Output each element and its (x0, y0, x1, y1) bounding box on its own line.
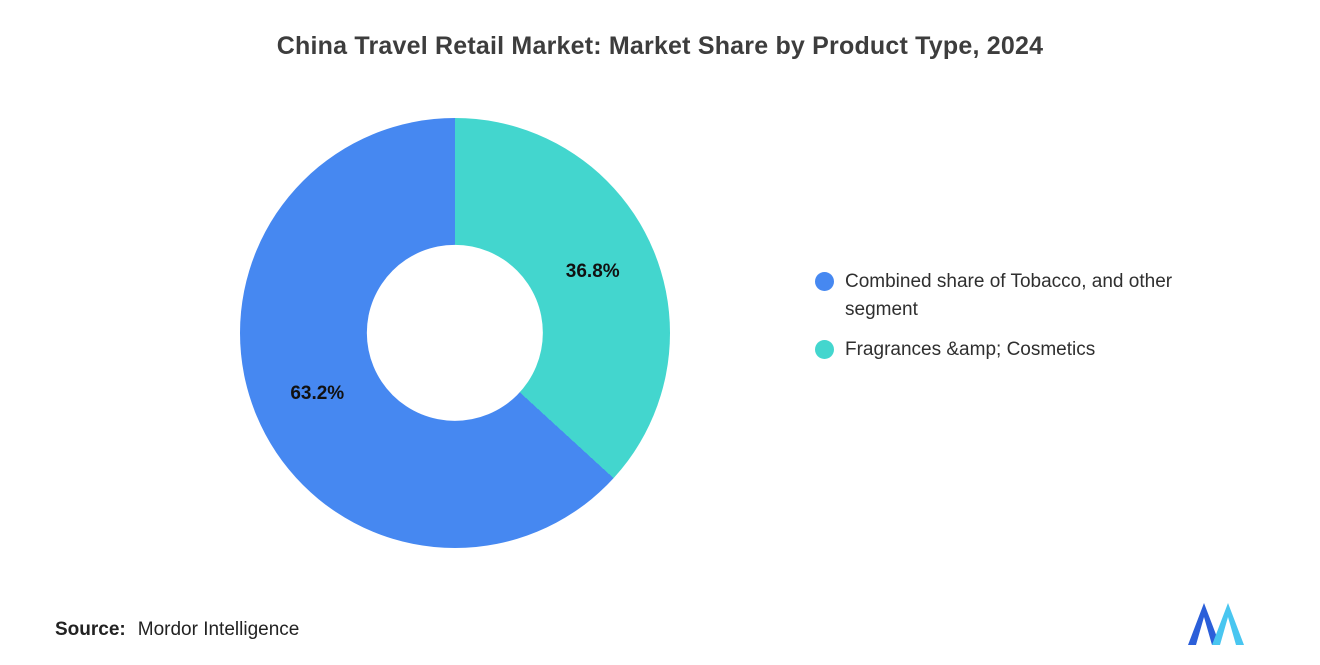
legend-label-tobacco: Combined share of Tobacco, and other seg… (845, 271, 1173, 320)
legend-label-fragrances-cosmetics: Fragrances &amp; Cosmetics (845, 339, 1096, 361)
legend-swatch-fragrances-cosmetics (815, 340, 834, 360)
donut-chart: 63.2% 36.8% (240, 118, 670, 548)
logo-left-peak (1188, 603, 1220, 645)
source-line: Source: Mordor Intelligence (55, 619, 299, 641)
source-label: Source: (55, 619, 126, 640)
slice-label-0: 63.2% (290, 382, 345, 404)
mordor-intelligence-logo (1188, 603, 1244, 645)
legend-item-fragrances-cosmetics: Fragrances &amp; Cosmetics (815, 336, 1215, 364)
legend-item-tobacco: Combined share of Tobacco, and other seg… (815, 268, 1215, 323)
slice-label-1: 36.8% (565, 261, 620, 283)
logo-right-peak (1212, 603, 1244, 645)
legend-swatch-tobacco (815, 272, 834, 291)
legend: Combined share of Tobacco, and other seg… (815, 268, 1215, 364)
chart-title: China Travel Retail Market: Market Share… (276, 32, 1044, 60)
source-text: Mordor Intelligence (137, 619, 300, 640)
donut-hole (366, 244, 544, 422)
